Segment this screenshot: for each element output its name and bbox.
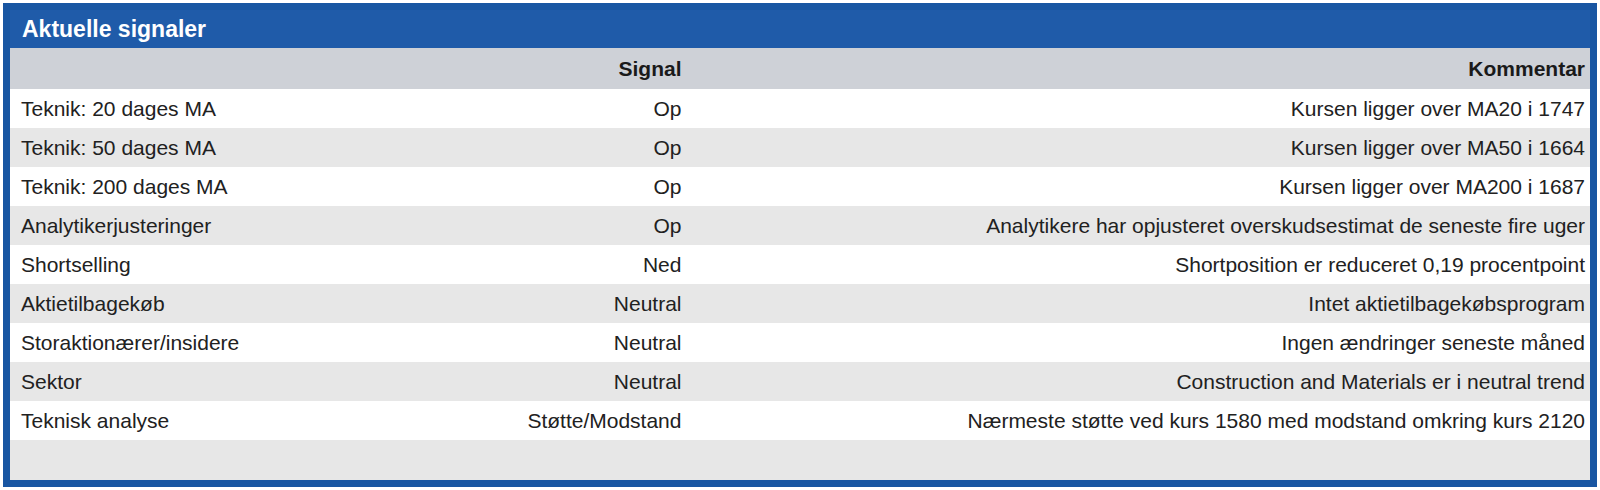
cell-comment: Construction and Materials er i neutral … [681, 362, 1590, 401]
cell-comment: Nærmeste støtte ved kurs 1580 med modsta… [681, 401, 1590, 440]
cell-signal: Op [421, 89, 682, 128]
table-row: ShortsellingNedShortposition er reducere… [10, 245, 1590, 284]
panel-title: Aktuelle signaler [22, 16, 206, 43]
cell-signal: Neutral [421, 323, 682, 362]
cell-name: Teknik: 50 dages MA [10, 128, 421, 167]
signals-table: Signal Kommentar Teknik: 20 dages MAOpKu… [10, 48, 1590, 440]
table-body: Teknik: 20 dages MAOpKursen ligger over … [10, 89, 1590, 440]
table-row: AnalytikerjusteringerOpAnalytikere har o… [10, 206, 1590, 245]
cell-signal: Op [421, 128, 682, 167]
cell-comment: Kursen ligger over MA200 i 1687 [681, 167, 1590, 206]
cell-name: Aktietilbagekøb [10, 284, 421, 323]
signals-panel: Aktuelle signaler Signal Kommentar Tekni… [3, 3, 1597, 487]
table-row: Teknik: 200 dages MAOpKursen ligger over… [10, 167, 1590, 206]
cell-comment: Shortposition er reduceret 0,19 procentp… [681, 245, 1590, 284]
cell-signal: Neutral [421, 284, 682, 323]
column-header-row: Signal Kommentar [10, 48, 1590, 89]
panel-title-bar: Aktuelle signaler [10, 10, 1590, 48]
cell-comment: Analytikere har opjusteret overskudsesti… [681, 206, 1590, 245]
cell-name: Shortselling [10, 245, 421, 284]
cell-name: Teknik: 200 dages MA [10, 167, 421, 206]
cell-signal: Støtte/Modstand [421, 401, 682, 440]
cell-comment: Kursen ligger over MA50 i 1664 [681, 128, 1590, 167]
cell-signal: Ned [421, 245, 682, 284]
cell-signal: Op [421, 167, 682, 206]
table-row: AktietilbagekøbNeutralIntet aktietilbage… [10, 284, 1590, 323]
table-row: SektorNeutralConstruction and Materials … [10, 362, 1590, 401]
table-row: Storaktionærer/insidereNeutralIngen ændr… [10, 323, 1590, 362]
cell-signal: Neutral [421, 362, 682, 401]
cell-comment: Intet aktietilbagekøbsprogram [681, 284, 1590, 323]
cell-name: Analytikerjusteringer [10, 206, 421, 245]
column-header-signal: Signal [421, 48, 682, 89]
cell-name: Teknik: 20 dages MA [10, 89, 421, 128]
bottom-filler [10, 440, 1590, 480]
cell-name: Sektor [10, 362, 421, 401]
table-row: Teknik: 50 dages MAOpKursen ligger over … [10, 128, 1590, 167]
cell-signal: Op [421, 206, 682, 245]
column-header-comment: Kommentar [681, 48, 1590, 89]
table-row: Teknik: 20 dages MAOpKursen ligger over … [10, 89, 1590, 128]
column-header-name [10, 48, 421, 89]
cell-name: Teknisk analyse [10, 401, 421, 440]
cell-comment: Kursen ligger over MA20 i 1747 [681, 89, 1590, 128]
table-row: Teknisk analyseStøtte/ModstandNærmeste s… [10, 401, 1590, 440]
cell-comment: Ingen ændringer seneste måned [681, 323, 1590, 362]
cell-name: Storaktionærer/insidere [10, 323, 421, 362]
